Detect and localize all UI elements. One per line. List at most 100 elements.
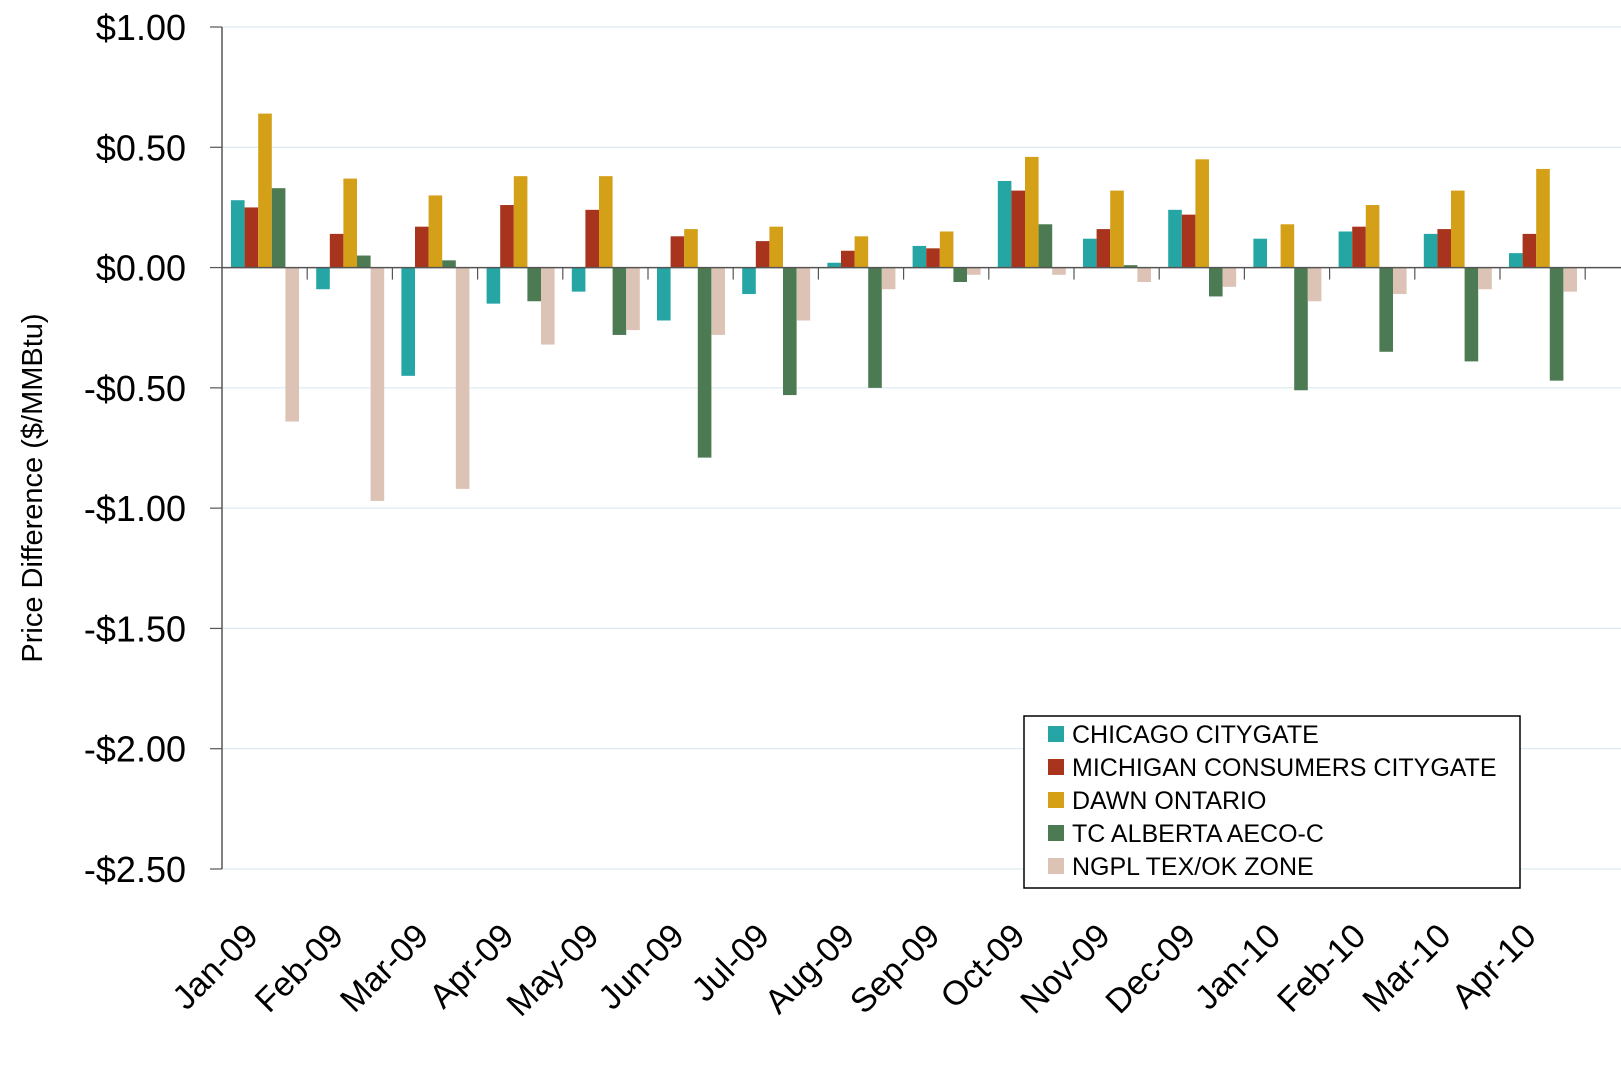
bar xyxy=(585,209,599,268)
bar xyxy=(500,205,514,268)
x-tick-label: Mar-09 xyxy=(333,917,436,1020)
bar xyxy=(271,188,286,268)
bar xyxy=(329,233,344,268)
legend-swatch xyxy=(1048,792,1064,808)
bar xyxy=(1083,238,1097,268)
bar xyxy=(1478,267,1492,290)
bar xyxy=(1123,265,1138,268)
bar xyxy=(711,267,725,335)
bar xyxy=(343,178,357,268)
legend-swatch xyxy=(1048,858,1064,874)
bar xyxy=(926,248,940,268)
bar xyxy=(401,267,415,376)
bar xyxy=(881,267,896,290)
bar xyxy=(1025,156,1039,268)
bar xyxy=(1038,224,1053,268)
legend-swatch xyxy=(1048,825,1064,841)
axes xyxy=(221,27,1621,869)
legend-label: MICHIGAN CONSUMERS CITYGATE xyxy=(1072,754,1497,782)
y-tick-label: -$1.00 xyxy=(84,488,186,529)
y-axis-ticks: $1.00 $0.50 $0.00 -$0.50 -$1.00 -$1.50 -$2.00 -… xyxy=(84,7,222,890)
bar xyxy=(1338,231,1353,268)
legend-label: DAWN ONTARIO xyxy=(1072,787,1266,815)
bar xyxy=(1549,267,1564,381)
bar xyxy=(868,267,882,388)
bar xyxy=(657,267,671,321)
bar xyxy=(1209,267,1223,297)
bar xyxy=(1563,267,1577,292)
bar xyxy=(697,267,712,458)
bars xyxy=(231,113,1577,501)
bar xyxy=(1181,214,1196,268)
bar xyxy=(258,113,272,268)
legend-label: CHICAGO CITYGATE xyxy=(1072,721,1319,749)
x-tick-label: Jan-10 xyxy=(1188,917,1288,1017)
bar xyxy=(527,267,541,302)
bar xyxy=(939,231,954,268)
bar xyxy=(285,267,299,422)
x-tick-label: Sep-09 xyxy=(843,917,947,1021)
y-tick-label: $0.00 xyxy=(96,248,186,289)
x-tick-label: Oct-09 xyxy=(933,917,1032,1016)
bar xyxy=(827,262,841,268)
bar xyxy=(1168,209,1182,268)
bar xyxy=(953,267,967,283)
x-tick-label: Jun-09 xyxy=(591,917,691,1017)
bar xyxy=(670,236,685,268)
bar xyxy=(513,176,528,268)
bar xyxy=(912,245,927,268)
bar xyxy=(796,267,811,321)
bar xyxy=(428,195,443,268)
bar xyxy=(742,267,756,295)
bar xyxy=(357,255,371,268)
bar xyxy=(1280,224,1295,268)
bar xyxy=(1464,267,1479,362)
x-tick-label: Aug-09 xyxy=(758,917,862,1021)
x-tick-label: Feb-09 xyxy=(248,917,351,1020)
bar xyxy=(612,267,627,335)
bar xyxy=(1096,229,1111,268)
bar xyxy=(783,267,797,396)
legend-label: NGPL TEX/OK ZONE xyxy=(1072,853,1314,881)
bar xyxy=(997,180,1012,268)
bar xyxy=(599,176,613,268)
bar xyxy=(1222,267,1237,287)
y-tick-label: -$0.50 xyxy=(84,368,186,409)
bar xyxy=(1379,267,1393,352)
bar xyxy=(769,226,783,268)
x-tick-label: Nov-09 xyxy=(1013,917,1117,1021)
x-tick-label: Feb-10 xyxy=(1270,917,1373,1020)
legend: CHICAGO CITYGATE MICHIGAN CONSUMERS CITYG… xyxy=(1023,715,1521,889)
x-tick-label: Jan-09 xyxy=(165,917,265,1017)
bar xyxy=(541,267,555,345)
y-tick-label: -$2.50 xyxy=(84,849,186,890)
bar xyxy=(1509,253,1523,268)
bar xyxy=(1253,238,1267,268)
y-tick-label: -$1.50 xyxy=(84,608,186,649)
bar xyxy=(1423,233,1438,268)
bar xyxy=(684,229,698,268)
legend-label: TC ALBERTA AECO-C xyxy=(1072,820,1324,848)
y-tick-label: $1.00 xyxy=(96,7,186,48)
bar xyxy=(571,267,586,292)
bar xyxy=(370,267,385,501)
bar xyxy=(244,207,259,268)
bar xyxy=(967,267,981,275)
bar xyxy=(1522,233,1537,268)
bar xyxy=(755,241,770,268)
bar xyxy=(442,260,456,268)
x-tick-label: Apr-10 xyxy=(1445,917,1544,1016)
bar xyxy=(316,267,330,290)
x-tick-label: Dec-09 xyxy=(1098,917,1202,1021)
bar xyxy=(841,250,855,268)
y-tick-label: $0.50 xyxy=(96,127,186,168)
x-axis-ticks: Jan-09Feb-09Mar-09Apr-09May-09Jun-09Jul-… xyxy=(165,917,1543,1024)
bar xyxy=(1195,159,1209,268)
bar xyxy=(1294,267,1308,391)
bar xyxy=(415,226,429,268)
legend-swatch xyxy=(1048,759,1064,775)
y-axis-label: Price Difference ($/MMBtu) xyxy=(17,313,49,662)
bar xyxy=(854,236,869,268)
bar xyxy=(1137,267,1151,283)
